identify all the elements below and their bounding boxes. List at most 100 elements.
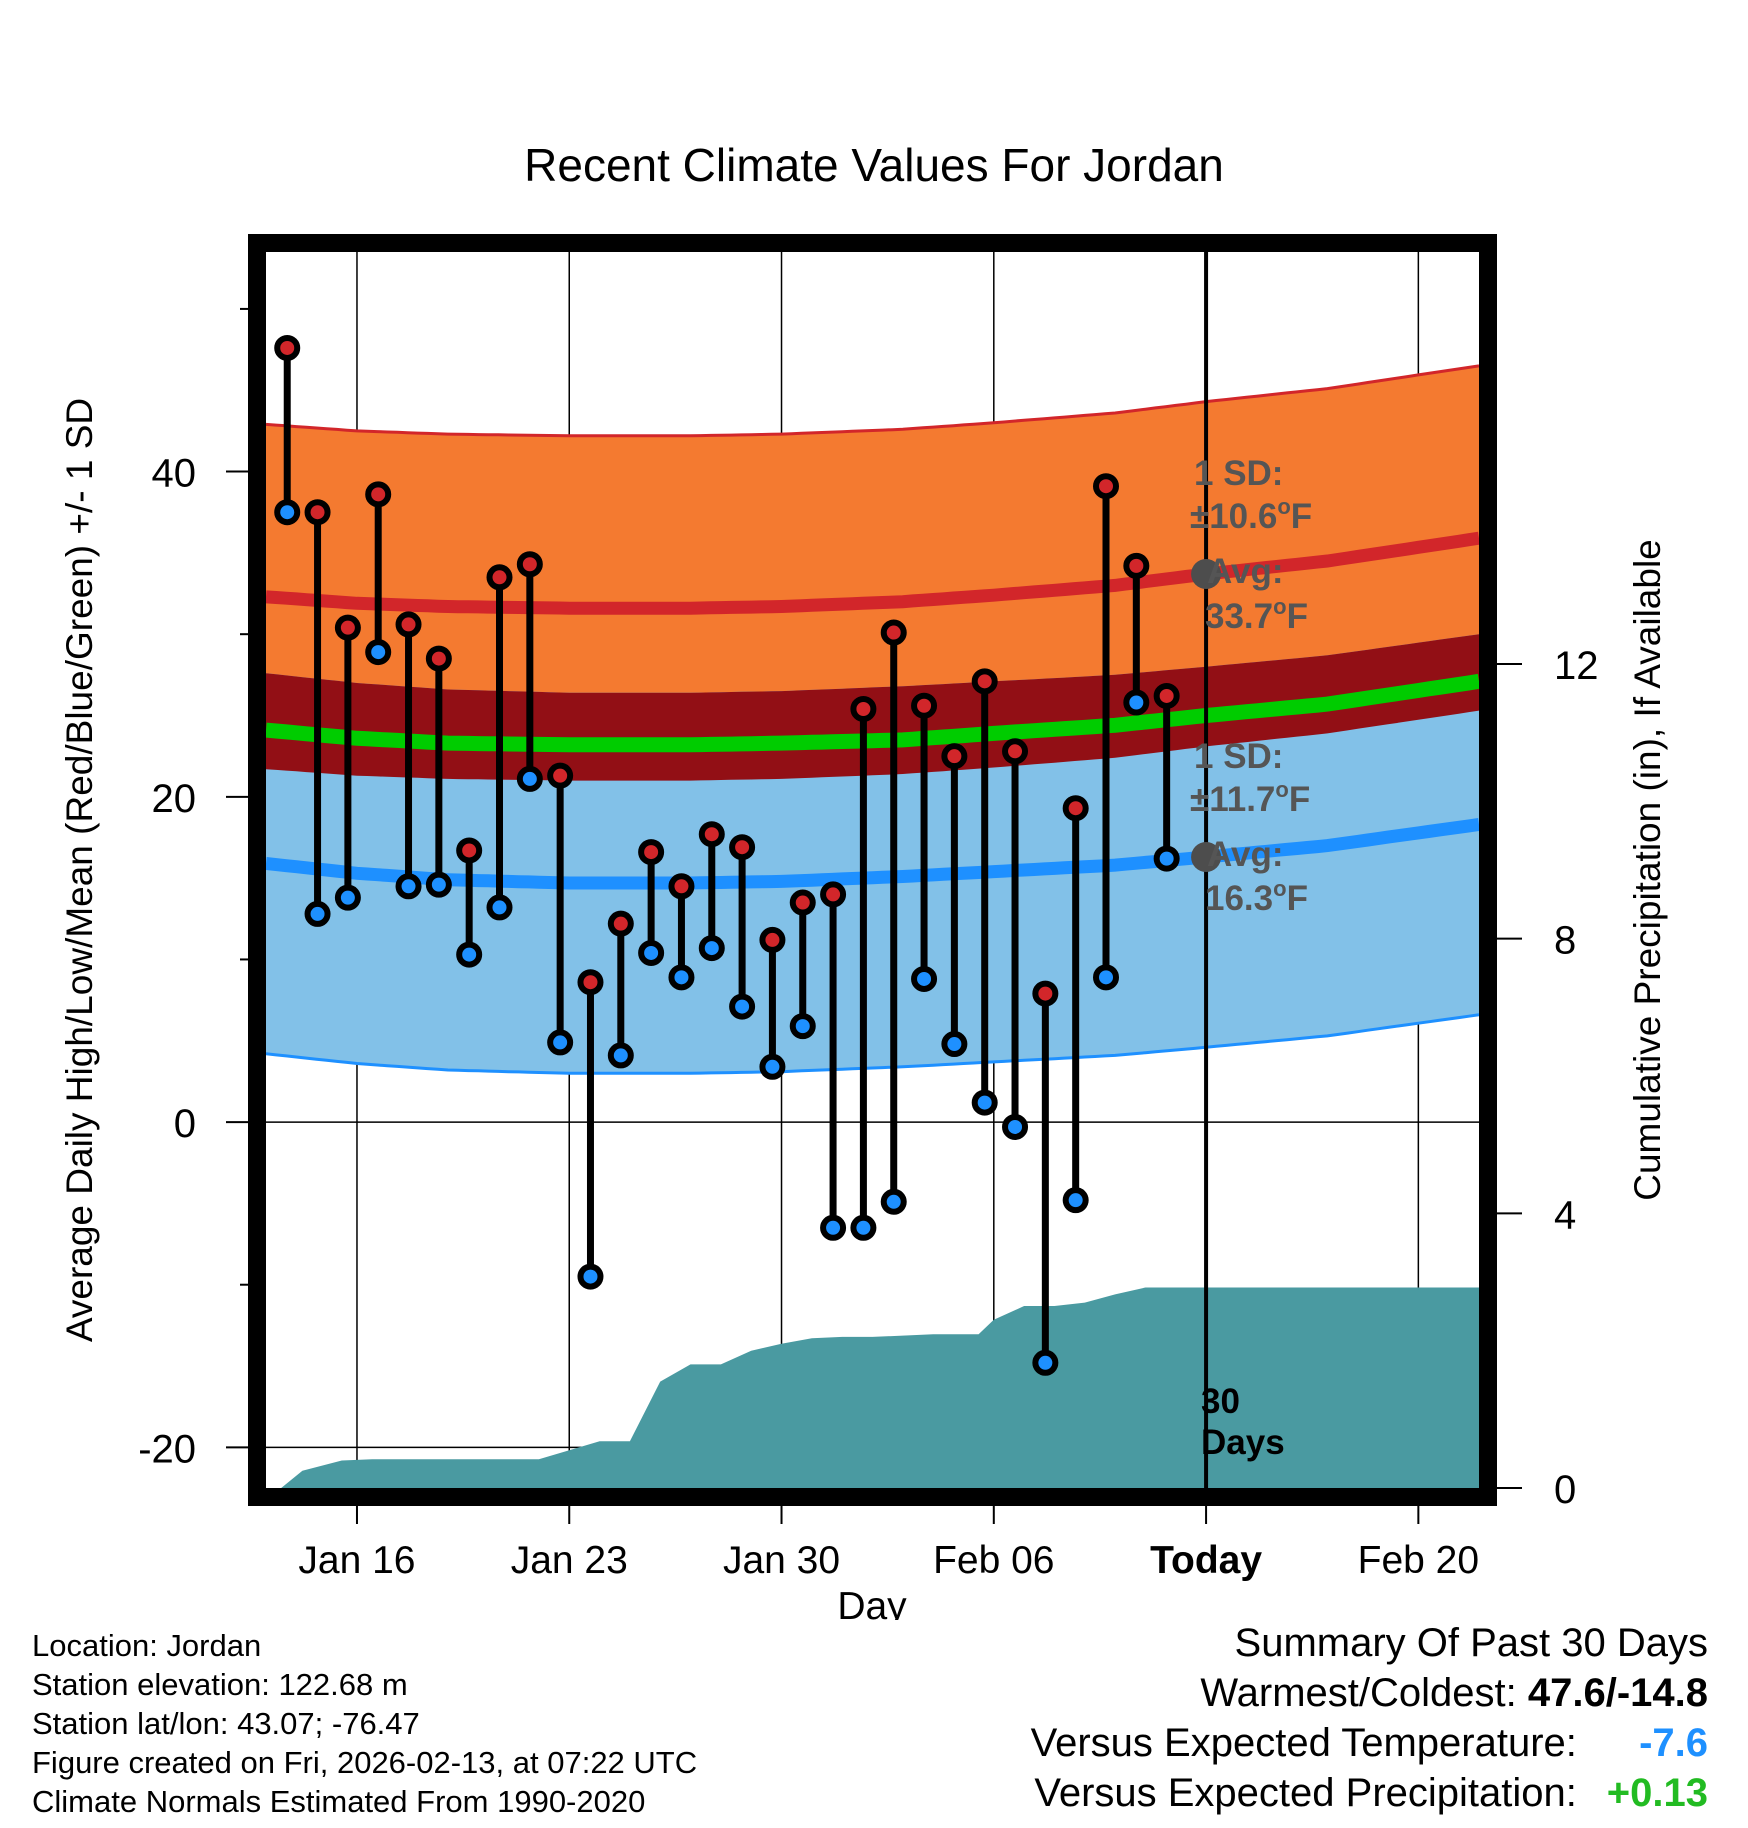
today-low-marker — [1191, 841, 1222, 872]
x-axis: Jan 16 Jan 23 Jan 30 Feb 06 Today Feb 20 — [298, 1506, 1479, 1582]
obs-high-point — [850, 695, 877, 722]
normal-high-line — [266, 531, 1479, 615]
obs-high-point — [698, 821, 725, 848]
y-right-tick-label: 4 — [1554, 1193, 1576, 1237]
period-label-line1: 30 — [1201, 1382, 1240, 1421]
low-sd-number: ±11.7 — [1190, 780, 1275, 819]
low-lower-sd-line — [266, 1013, 1479, 1075]
high-sd-value: ±10.6oF — [1190, 494, 1312, 536]
obs-low-point — [456, 941, 483, 968]
obs-high-point — [638, 839, 665, 866]
obs-high-point — [365, 481, 392, 508]
obs-high-point — [304, 499, 331, 526]
y-left-tick-label: -20 — [138, 1427, 196, 1471]
obs-low-point — [516, 765, 543, 792]
low-sd-value: ±11.7oF — [1190, 777, 1310, 819]
plot-area — [266, 252, 1479, 1488]
x-tick-label: Jan 16 — [298, 1539, 415, 1582]
obs-low-point — [759, 1053, 786, 1080]
precip-anomaly-row: Versus Expected Precipitation: +0.13 — [1031, 1768, 1708, 1818]
normals-text: Climate Normals Estimated From 1990-2020 — [32, 1784, 646, 1819]
obs-high-point — [911, 692, 938, 719]
obs-low-point — [425, 871, 452, 898]
obs-low-point — [850, 1214, 877, 1241]
left-axis: -20 0 20 40 — [138, 307, 248, 1471]
high-avg-value: 33.7oF — [1205, 594, 1308, 636]
high-avg-number: 33.7 — [1205, 597, 1273, 636]
warm-cold-row: Warmest/Coldest: 47.6/-14.8 — [1031, 1668, 1708, 1718]
obs-low-point — [941, 1031, 968, 1058]
obs-high-point — [789, 889, 816, 916]
obs-high-point — [1123, 552, 1150, 579]
x-axis-label: Day — [837, 1585, 907, 1620]
obs-low-point — [880, 1188, 907, 1215]
y-right-tick-label: 0 — [1554, 1468, 1576, 1512]
high-avg-label: Avg: — [1207, 552, 1283, 591]
obs-low-point — [304, 900, 331, 927]
obs-low-point — [607, 1042, 634, 1069]
obs-high-point — [1032, 980, 1059, 1007]
obs-high-point — [971, 668, 998, 695]
obs-low-point — [547, 1029, 574, 1056]
right-axis: 0 4 8 12 — [1497, 644, 1599, 1512]
obs-low-point — [365, 639, 392, 666]
obs-low-point — [334, 884, 361, 911]
obs-low-point — [486, 894, 513, 921]
obs-high-point — [1002, 738, 1029, 765]
obs-high-point — [607, 910, 634, 937]
x-tick-label: Today — [1150, 1539, 1262, 1582]
x-tick-label: Jan 30 — [723, 1539, 840, 1582]
location-text: Location: Jordan — [32, 1628, 262, 1663]
temp-anomaly-label: Versus Expected Temperature: — [1030, 1721, 1577, 1765]
station-info: Location: Jordan Station elevation: 122.… — [32, 1626, 697, 1821]
obs-low-point — [1153, 845, 1180, 872]
temp-anomaly-value: -7.6 — [1639, 1721, 1708, 1765]
y-axis-left-label: Average Daily High/Low/Mean (Red/Blue/Gr… — [59, 398, 100, 1342]
obs-high-point — [668, 873, 695, 900]
obs-high-point — [1093, 473, 1120, 500]
normal-mean-line — [266, 673, 1479, 753]
obs-high-point — [425, 645, 452, 672]
obs-high-point — [456, 837, 483, 864]
y-right-tick-label: 8 — [1554, 919, 1576, 963]
high-upper-sd-line — [266, 364, 1479, 438]
y-left-tick-label: 40 — [152, 452, 197, 496]
obs-low-point — [971, 1089, 998, 1116]
high-sd-number: ±10.6 — [1190, 497, 1277, 536]
obs-high-point — [1062, 795, 1089, 822]
low-avg-label: Avg: — [1207, 835, 1283, 874]
y-left-tick-label: 0 — [174, 1102, 196, 1146]
plot-frame — [248, 234, 1497, 1506]
obs-low-point — [1062, 1187, 1089, 1214]
obs-high-point — [274, 334, 301, 361]
low-avg-value: 16.3oF — [1205, 876, 1308, 918]
today-high-marker — [1191, 559, 1222, 590]
precipitation-area — [266, 1287, 1479, 1488]
created-text: Figure created on Fri, 2026-02-13, at 07… — [32, 1745, 698, 1780]
high-sd-label: 1 SD: — [1194, 454, 1283, 493]
obs-high-point — [729, 834, 756, 861]
low-sd-label: 1 SD: — [1194, 737, 1283, 776]
obs-high-point — [547, 762, 574, 789]
elevation-text: Station elevation: 122.68 m — [32, 1667, 408, 1702]
obs-low-point — [1002, 1113, 1029, 1140]
high-sd-unit: o — [1277, 494, 1290, 519]
obs-high-point — [486, 564, 513, 591]
chart-title: Recent Climate Values For Jordan — [524, 139, 1224, 191]
obs-high-point — [1153, 682, 1180, 709]
obs-high-point — [880, 619, 907, 646]
y-axis-right-label: Cumulative Precipitation (in), If Availa… — [1627, 539, 1668, 1201]
summary-title: Summary Of Past 30 Days — [1234, 1621, 1708, 1665]
warm-cold-label: Warmest/Coldest: — [1200, 1671, 1517, 1715]
warm-cold-value: 47.6/-14.8 — [1527, 1671, 1708, 1715]
obs-low-point — [395, 873, 422, 900]
low-avg-number: 16.3 — [1205, 879, 1273, 918]
obs-low-point — [1032, 1349, 1059, 1376]
obs-low-point — [577, 1263, 604, 1290]
obs-high-point — [577, 969, 604, 996]
annotations: 1 SD: ±10.6oF Avg: 33.7oF 1 SD: ±11.7oF … — [1190, 454, 1312, 1462]
x-tick-label: Feb 20 — [1358, 1539, 1479, 1582]
observations — [274, 334, 1180, 1376]
obs-high-point — [395, 611, 422, 638]
summary-panel: Summary Of Past 30 Days Warmest/Coldest:… — [1031, 1618, 1708, 1818]
